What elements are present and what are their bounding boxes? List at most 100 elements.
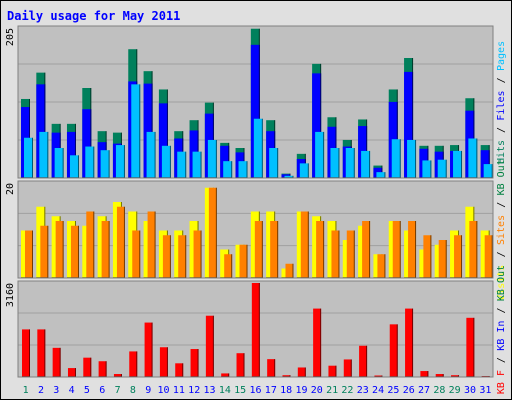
bar-sites-shade	[77, 225, 79, 278]
bar-kbytes-shade	[274, 359, 276, 377]
x-tick-label: 29	[449, 385, 461, 396]
bar-pages	[345, 148, 355, 178]
bar-pages	[299, 163, 309, 178]
legend-label: Hits	[496, 140, 507, 164]
bar-kbytes	[159, 347, 168, 377]
bar-pages	[284, 175, 294, 178]
bar-pages-shade	[461, 150, 463, 178]
bar-sites	[178, 235, 187, 278]
y-max-label: 20	[5, 183, 16, 195]
bar-sites	[377, 254, 386, 278]
plot-frame	[17, 25, 494, 179]
bar-pages-shade	[338, 148, 340, 178]
bar-pages-shade	[353, 148, 355, 178]
bar-kbytes	[267, 359, 276, 377]
x-tick-label: 17	[265, 385, 277, 396]
bar-pages-shade	[476, 138, 478, 178]
bar-sites-shade	[353, 230, 355, 278]
bar-kbytes-shade	[442, 374, 444, 377]
bar-pages-shade	[93, 146, 95, 178]
bar-kbytes-shade	[381, 375, 383, 377]
bar-pages	[253, 118, 263, 178]
bar-pages	[483, 164, 493, 178]
bar-sites-shade	[154, 211, 156, 278]
bar-kbytes	[466, 317, 475, 377]
bar-sites	[254, 221, 263, 278]
bar-kbytes-shade	[228, 373, 230, 377]
bar-pages-shade	[399, 139, 401, 178]
bar-sites-shade	[246, 244, 248, 278]
legend-label: /	[496, 307, 507, 313]
bar-pages	[422, 160, 432, 178]
bar-sites	[208, 187, 217, 278]
bar-sites-shade	[123, 206, 125, 278]
bar-kbytes-shade	[59, 347, 61, 377]
bar-pages-shade	[307, 163, 309, 178]
bar-kbytes	[221, 373, 230, 377]
bar-sites-shade	[200, 230, 202, 278]
x-tick-label: 18	[280, 385, 292, 396]
legend-label: /	[496, 127, 507, 133]
bar-kbytes	[52, 347, 61, 377]
bar-sites-shade	[461, 235, 463, 278]
x-tick-label: 20	[311, 385, 323, 396]
bar-files	[143, 83, 153, 178]
bar-kbytes	[83, 357, 92, 377]
bar-pages	[161, 145, 171, 178]
x-tick-label: 22	[341, 385, 353, 396]
bar-sites	[132, 230, 141, 278]
x-tick-label: 15	[234, 385, 246, 396]
bar-sites-shade	[215, 187, 217, 278]
bar-kbytes-shade	[289, 375, 291, 377]
bar-pages-shade	[139, 84, 141, 178]
bar-sites-shade	[415, 221, 417, 278]
bar-pages	[131, 84, 141, 178]
bar-kbytes	[297, 367, 306, 377]
legend-label: KB Out	[496, 159, 507, 195]
bar-sites-shade	[62, 221, 64, 278]
x-tick-label: 11	[173, 385, 185, 396]
panel-kbytes: 3160	[5, 280, 494, 378]
bar-kbytes-shade	[350, 359, 352, 377]
bar-kbytes-shade	[473, 317, 475, 377]
legend-label: Files	[496, 90, 507, 120]
bar-pages	[146, 131, 156, 178]
bar-kbytes	[420, 371, 429, 377]
bar-pages-shade	[491, 164, 493, 178]
bar-sites-shade	[491, 235, 493, 278]
bar-sites	[454, 235, 463, 278]
panel-visits: 20	[5, 180, 494, 279]
bar-kbytes-shade	[366, 345, 368, 377]
plot-frame	[17, 180, 494, 279]
bar-kbytes-shade	[258, 283, 260, 377]
bar-kbytes-shade	[458, 375, 460, 377]
bar-sites	[86, 211, 95, 278]
bar-files	[250, 44, 260, 178]
x-tick-label: 13	[204, 385, 216, 396]
legend-label: KB In	[496, 321, 507, 351]
bar-sites	[331, 230, 340, 278]
bar-kbytes	[113, 374, 122, 377]
bar-sites-shade	[261, 221, 263, 278]
bar-pages	[330, 148, 340, 178]
bar-pages-shade	[277, 148, 279, 178]
bar-kbytes-shade	[74, 368, 76, 377]
x-tick-label: 4	[69, 385, 75, 396]
bar-kbytes-shade	[396, 324, 398, 377]
bar-sites-shade	[430, 235, 432, 278]
bar-kbytes	[435, 374, 444, 377]
x-tick-label: 24	[372, 385, 384, 396]
bar-sites	[224, 254, 233, 278]
bar-sites	[392, 221, 401, 278]
bar-sites-shade	[323, 221, 325, 278]
bar-files-shade	[44, 84, 46, 178]
bar-kbytes	[22, 329, 30, 377]
bar-sites	[270, 221, 279, 278]
bar-sites	[469, 221, 478, 278]
bar-files-shade	[90, 109, 92, 178]
bar-sites-shade	[338, 230, 340, 278]
x-tick-label: 5	[84, 385, 90, 396]
bar-pages	[315, 131, 325, 178]
bar-files-shade	[74, 131, 76, 178]
bar-sites-shade	[108, 221, 110, 278]
